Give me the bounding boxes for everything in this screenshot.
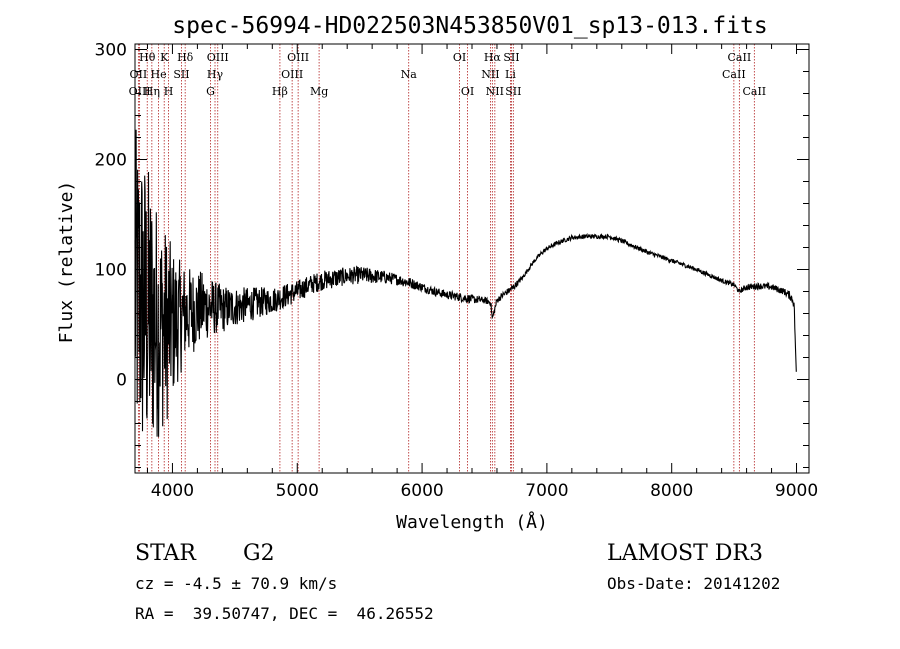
redshift-readout: cz = -4.5 ± 70.9 km/s	[135, 574, 337, 593]
spectral-line-label: Hγ	[207, 68, 224, 81]
plot-frame	[134, 43, 810, 474]
spectral-line-labels: HθOIIOIIIHηHeKHSIIHδGHγOIIIHβOIIIOIIIMgN…	[129, 51, 767, 98]
spectral-line-label: CaII	[742, 85, 766, 98]
spectrum-series-line	[134, 129, 797, 437]
x-tick-label: 8000	[650, 481, 693, 501]
spectral-line-label: Hα	[484, 51, 502, 64]
x-axis-ticks: 4000 5000 6000 7000 8000 9000	[146, 44, 818, 501]
spectral-line-label: Hη	[144, 85, 160, 98]
spectral-line-label: SII	[173, 68, 189, 81]
spectral-line-label: SII	[503, 51, 519, 64]
spectral-line-label: OIII	[207, 51, 229, 64]
x-axis-label: Wavelength (Å)	[396, 511, 548, 533]
spectral-line-label: G	[206, 85, 215, 98]
spectral-line-label: NII	[486, 85, 504, 98]
x-tick-label: 6000	[400, 481, 443, 501]
x-tick-label: 9000	[775, 481, 818, 501]
spectral-line-label: OI	[461, 85, 474, 98]
spectral-line-label: He	[151, 68, 167, 81]
spectral-line-label: Hβ	[272, 85, 288, 98]
y-tick-label: 300	[95, 41, 127, 61]
x-tick-label: 5000	[276, 481, 319, 501]
spectral-line-label: CaII	[722, 68, 746, 81]
y-axis-ticks: 0 100 200 300	[95, 41, 809, 468]
spectral-line-label: OII	[130, 68, 148, 81]
spectral-line-label: K	[160, 51, 169, 64]
spectral-line-label: Mg	[310, 85, 328, 98]
spectral-line-label: H	[164, 85, 174, 98]
survey-name: LAMOST DR3	[607, 541, 763, 566]
spectral-line-label: OIII	[281, 68, 303, 81]
object-subclass: G2	[243, 541, 275, 566]
spectral-line-label: NII	[481, 68, 499, 81]
spectral-line-label: Na	[401, 68, 418, 81]
y-tick-label: 200	[95, 151, 127, 171]
y-tick-label: 0	[116, 371, 127, 391]
chart-title: spec-56994-HD022503N453850V01_sp13-013.f…	[172, 13, 767, 39]
spectral-line-label: OIII	[287, 51, 309, 64]
spectral-line-label: Hθ	[139, 51, 156, 64]
coordinates-readout: RA = 39.50747, DEC = 46.26552	[135, 604, 434, 623]
spectral-line-label: SII	[505, 85, 521, 98]
spectral-line-label: Hδ	[177, 51, 194, 64]
spectral-line-label: OI	[453, 51, 466, 64]
spectral-line-label: CaII	[728, 51, 752, 64]
spectral-line-markers	[137, 44, 755, 473]
spectral-line-label: Li	[505, 68, 516, 81]
y-axis-label: Flux (relative)	[56, 181, 77, 344]
y-tick-label: 100	[95, 261, 127, 281]
object-class: STAR	[135, 541, 197, 566]
spectral-line-label: OIII	[129, 85, 151, 98]
x-tick-label: 4000	[151, 481, 194, 501]
obs-date-readout: Obs-Date: 20141202	[607, 574, 780, 593]
x-tick-label: 7000	[525, 481, 568, 501]
